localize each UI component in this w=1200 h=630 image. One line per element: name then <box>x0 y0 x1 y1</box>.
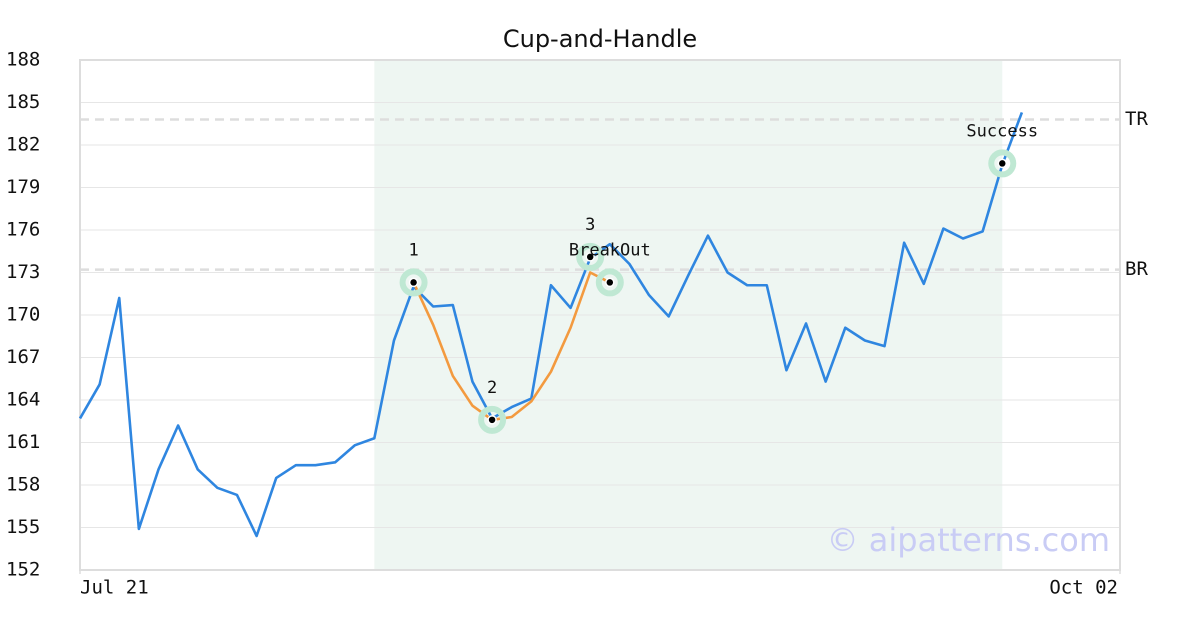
point-label: 3 <box>585 215 595 235</box>
point-marker <box>487 415 497 425</box>
y-tick-label: 158 <box>6 474 40 496</box>
y-tick-label: 173 <box>6 261 40 283</box>
point-marker <box>605 277 615 288</box>
point-label: 2 <box>487 378 497 398</box>
point-marker <box>585 252 595 262</box>
y-tick-label: 164 <box>6 389 40 411</box>
x-tick-label: Jul 21 <box>80 577 149 599</box>
y-tick-label: 176 <box>6 219 40 241</box>
point-halo <box>988 149 1017 178</box>
y-tick-label: 179 <box>6 176 40 198</box>
chart-title: Cup-and-Handle <box>503 25 697 53</box>
point-halo <box>478 405 507 434</box>
x-tick-label: Oct 02 <box>1049 577 1118 599</box>
y-tick-label: 182 <box>6 134 40 156</box>
watermark: © aipatterns.com <box>827 521 1110 559</box>
point-marker <box>408 277 419 288</box>
level-label: BR <box>1125 258 1148 280</box>
point-label: 1 <box>408 240 418 260</box>
point-halo <box>576 242 605 271</box>
y-tick-label: 185 <box>6 91 40 113</box>
level-label: TR <box>1125 108 1148 130</box>
series-line <box>412 271 611 422</box>
point-label: Success <box>966 121 1038 141</box>
y-tick-label: 170 <box>6 304 40 326</box>
plot-frame <box>79 59 1121 571</box>
y-tick-label: 188 <box>6 49 40 71</box>
y-tick-label: 155 <box>6 516 40 538</box>
point-halo <box>595 268 624 297</box>
series-line <box>78 111 1024 538</box>
y-tick-label: 167 <box>6 346 40 368</box>
point-marker <box>997 158 1008 169</box>
y-tick-label: 161 <box>6 431 40 453</box>
y-tick-label: 152 <box>6 559 40 581</box>
point-label: BreakOut <box>569 240 651 260</box>
point-halo <box>399 268 428 297</box>
